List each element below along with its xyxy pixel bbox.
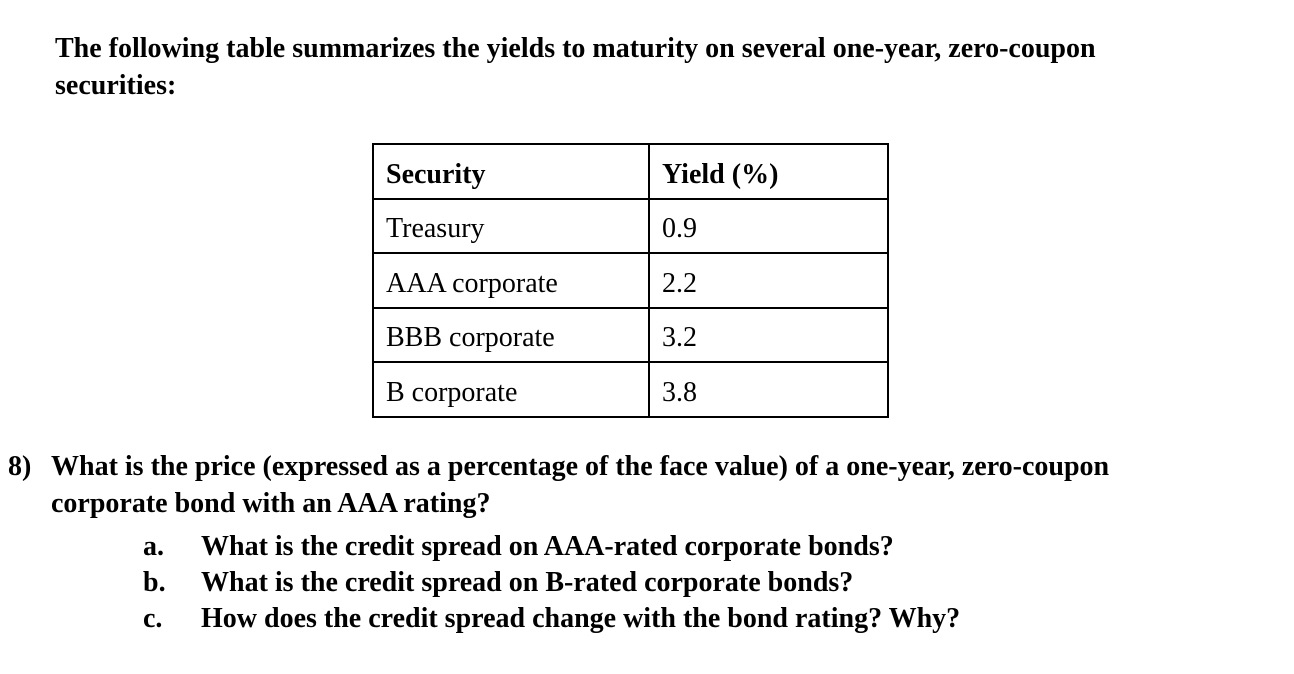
subquestion-text: What is the credit spread on B-rated cor…: [201, 567, 854, 598]
subquestion-item: c. How does the credit spread change wit…: [143, 601, 1109, 637]
question-line: corporate bond with an AAA rating?: [51, 488, 491, 519]
table-row: BBB corporate 3.2: [372, 306, 889, 364]
question-number: 8): [8, 451, 32, 482]
column-header-yield: Yield (%): [648, 143, 889, 200]
subquestion-text: How does the credit spread change with t…: [201, 603, 961, 634]
subquestion-list: a. What is the credit spread on AAA-rate…: [143, 529, 1109, 637]
yield-cell: 0.9: [648, 197, 889, 255]
intro-line: The following table summarizes the yield…: [55, 33, 1096, 64]
security-cell: Treasury: [372, 197, 650, 255]
table-row: Treasury 0.9: [372, 197, 889, 255]
table-row: AAA corporate 2.2: [372, 252, 889, 309]
security-cell: B corporate: [372, 361, 650, 418]
question-block: 8) What is the price (expressed as a per…: [8, 448, 1109, 637]
column-header-security: Security: [372, 143, 650, 200]
subquestion-text: What is the credit spread on AAA-rated c…: [201, 531, 894, 562]
subquestion-label: b.: [143, 567, 166, 598]
yield-cell: 3.8: [648, 361, 889, 418]
subquestion-item: b. What is the credit spread on B-rated …: [143, 565, 1109, 601]
question-head: 8) What is the price (expressed as a per…: [8, 448, 1109, 522]
security-cell: BBB corporate: [372, 306, 650, 364]
table-header-row: Security Yield (%): [372, 143, 889, 200]
table-row: B corporate 3.8: [372, 361, 889, 418]
intro-line: securities:: [55, 70, 177, 101]
intro-paragraph: The following table summarizes the yield…: [55, 30, 1096, 104]
yield-cell: 3.2: [648, 306, 889, 364]
subquestion-label: a.: [143, 531, 164, 562]
yields-table: Security Yield (%) Treasury 0.9 AAA corp…: [372, 143, 889, 418]
subquestion-item: a. What is the credit spread on AAA-rate…: [143, 529, 1109, 565]
question-line: What is the price (expressed as a percen…: [51, 451, 1110, 482]
security-cell: AAA corporate: [372, 252, 650, 309]
subquestion-label: c.: [143, 603, 163, 634]
yield-cell: 2.2: [648, 252, 889, 309]
question-text: What is the price (expressed as a percen…: [51, 448, 1109, 522]
